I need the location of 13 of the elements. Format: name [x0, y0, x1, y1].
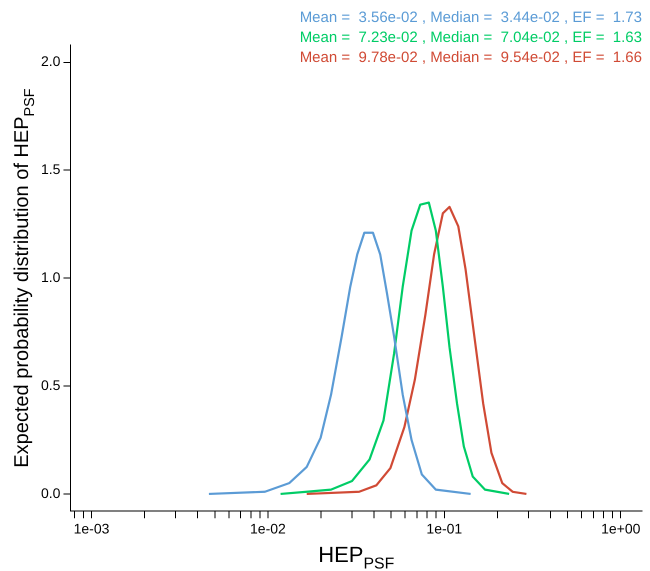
x-tick-label: 1e-03 — [74, 520, 110, 536]
y-axis-title: Expected probability distribution of HEPPSF — [11, 88, 38, 468]
y-tick-label: 2.0 — [40, 53, 61, 70]
y-tick-label: 1.5 — [40, 161, 61, 178]
y-tick-label: 0.0 — [40, 484, 61, 501]
text: Mean = 3.56e-02 , Median = 3.44e-02 , EF = 1.73 — [300, 9, 642, 26]
x-tick-label: 1e+00 — [601, 520, 641, 536]
x-tick-label: 1e-01 — [426, 520, 462, 536]
text: Mean = 7.23e-02 , Median = 7.04e-02 , EF = 1.63 — [300, 29, 642, 46]
x-tick-label: 1e-02 — [250, 520, 286, 536]
y-tick-label: 1.0 — [40, 268, 61, 285]
y-tick-label: 0.5 — [40, 376, 61, 393]
text: Mean = 9.78e-02 , Median = 9.54e-02 , EF = 1.66 — [300, 49, 642, 66]
